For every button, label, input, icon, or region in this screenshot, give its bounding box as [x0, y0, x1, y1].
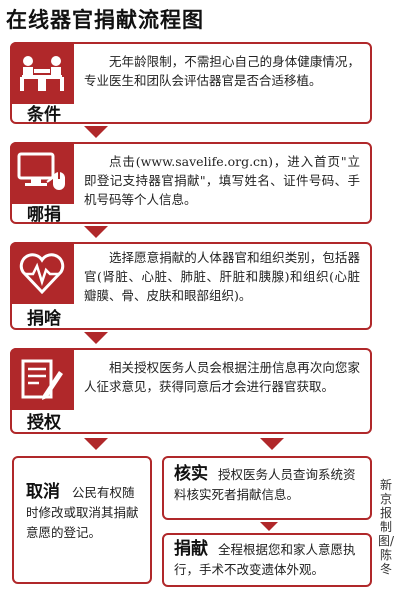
- cancel-heading: 取消: [26, 482, 60, 502]
- arrow-down-icon: [260, 522, 278, 531]
- step-where: 哪捐 点击(www.savelife.org.cn)，进入首页"立即登记支持器官…: [10, 142, 372, 224]
- donate-box: 捐献 全程根据您和家人意愿执行，手术不改变遗体外观。: [162, 533, 372, 587]
- step-text: 选择愿意捐献的人体器官和组织类别，包括器官(肾脏、心脏、肺脏、肝脏和胰腺)和组织…: [84, 250, 360, 303]
- step-label: 授权: [27, 413, 61, 433]
- verify-text: 授权医务人员查询系统资料核实死者捐献信息。: [174, 467, 356, 502]
- step-condition: 条件 无年龄限制，不需担心自己的身体健康情况，专业医生和团队会评估器官是否合适移…: [10, 42, 372, 124]
- arrow-down-icon: [84, 332, 108, 344]
- heart-icon: [19, 253, 65, 294]
- step-text: 无年龄限制，不需担心自己的身体健康情况，专业医生和团队会评估器官是否合适移植。: [84, 54, 360, 88]
- arrow-down-icon: [84, 126, 108, 138]
- step-text: 点击(www.savelife.org.cn)，进入首页"立即登记支持器官捐献"…: [84, 154, 360, 207]
- page-title: 在线器官捐献流程图: [6, 8, 204, 32]
- verify-box: 核实 授权医务人员查询系统资料核实死者捐献信息。: [162, 456, 372, 520]
- arrow-down-icon: [84, 226, 108, 238]
- document-pen-icon: [21, 359, 63, 400]
- step-text: 相关授权医务人员会根据注册信息再次向您家人征求意见，获得同意后才会进行器官获取。: [84, 360, 360, 394]
- computer-mouse-icon: [17, 152, 65, 190]
- arrow-down-icon: [260, 438, 284, 450]
- step-label: 条件: [27, 105, 61, 125]
- arrow-down-icon: [84, 438, 108, 450]
- step-label: 捐啥: [27, 309, 61, 329]
- verify-heading: 核实: [174, 464, 208, 484]
- step-label: 哪捐: [27, 205, 61, 225]
- cancel-box: 取消 公民有权随时修改或取消其捐献意愿的登记。: [12, 456, 152, 584]
- consultation-icon: [20, 56, 64, 91]
- step-what: 捐啥 选择愿意捐献的人体器官和组织类别，包括器官(肾脏、心脏、肺脏、肝脏和胰腺)…: [10, 242, 372, 330]
- cancel-text: 公民有权随时修改或取消其捐献意愿的登记。: [26, 485, 139, 540]
- donate-text: 全程根据您和家人意愿执行，手术不改变遗体外观。: [174, 542, 356, 577]
- step-authorize: 授权 相关授权医务人员会根据注册信息再次向您家人征求意见，获得同意后才会进行器官…: [10, 348, 372, 434]
- image-credit: 新京报制图/陈冬: [377, 478, 395, 576]
- donate-heading: 捐献: [174, 539, 208, 559]
